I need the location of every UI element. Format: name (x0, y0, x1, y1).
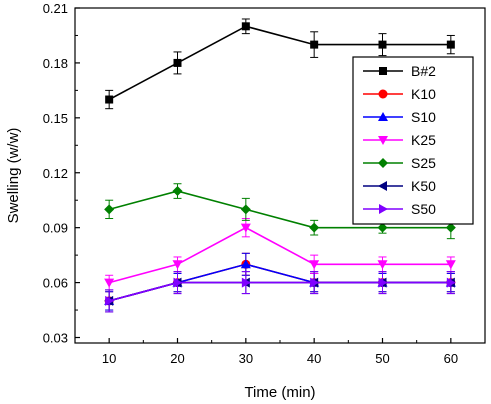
data-point (309, 260, 320, 270)
data-point (309, 222, 320, 233)
data-point (377, 222, 388, 233)
legend-item: K25 (363, 132, 436, 148)
legend-marker (379, 67, 387, 75)
y-tick-label: 0.09 (43, 221, 68, 236)
legend-marker (378, 136, 388, 145)
y-tick-label: 0.18 (43, 56, 68, 71)
data-point (173, 58, 182, 67)
data-point (378, 40, 387, 49)
x-tick-label: 10 (102, 351, 116, 366)
series-s10 (104, 252, 456, 311)
data-point (105, 95, 114, 104)
axes: 10 20 30 40 50 60 0.03 0.06 0.09 0.12 0.15 0.18 0.21 (43, 1, 458, 366)
series-line (108, 226, 451, 284)
data-point (173, 277, 183, 288)
legend-label: K10 (411, 86, 436, 102)
x-tick-label: 40 (307, 351, 321, 366)
y-tick-label: 0.21 (43, 1, 68, 16)
legend-item: S50 (363, 201, 436, 217)
data-point (241, 22, 250, 31)
series-s50 (105, 271, 456, 313)
legend-label: K50 (411, 178, 436, 194)
series-k50 (104, 271, 455, 313)
data-point (377, 260, 388, 270)
series-line (108, 281, 451, 302)
data-point (445, 260, 456, 270)
y-axis-title: Swelling (w/w) (5, 128, 22, 224)
legend-marker (378, 181, 387, 191)
legend-label: S25 (411, 155, 436, 171)
y-tick-label: 0.15 (43, 111, 68, 126)
legend-marker (379, 204, 388, 214)
series-s25 (104, 183, 456, 240)
data-point (446, 277, 456, 288)
data-point (310, 40, 319, 49)
legend-label: K25 (411, 132, 436, 148)
legend-item: K10 (363, 86, 436, 102)
legend-label: S50 (411, 201, 436, 217)
legend: B#2 K10 S10 K25 S25 K50 S50 (352, 56, 474, 225)
y-tick-label: 0.12 (43, 166, 68, 181)
data-point (172, 186, 183, 197)
series-line (108, 25, 451, 101)
x-axis-title: Time (min) (244, 384, 315, 401)
legend-item: B#2 (363, 63, 436, 79)
x-tick-label: 30 (239, 351, 253, 366)
x-tick-label: 20 (170, 351, 184, 366)
legend-marker (378, 89, 388, 99)
legend-marker (378, 158, 388, 168)
data-point (240, 223, 251, 233)
x-tick-label: 50 (375, 351, 389, 366)
series-k25 (104, 218, 456, 291)
y-tick-label: 0.06 (43, 276, 68, 291)
data-point (240, 204, 251, 215)
data-point (445, 222, 456, 233)
legend-item: S25 (363, 155, 436, 171)
data-point (240, 259, 251, 269)
series-line (108, 281, 451, 302)
x-tick-label: 60 (444, 351, 458, 366)
data-point (104, 204, 115, 215)
data-point (310, 277, 320, 288)
legend-marker (378, 112, 388, 121)
data-point (172, 260, 183, 270)
y-tick-label: 0.03 (43, 331, 68, 346)
data-point (241, 277, 251, 288)
plot-area (104, 18, 456, 313)
series-b-2 (105, 18, 455, 110)
data-point (105, 295, 115, 306)
legend-label: B#2 (411, 63, 436, 79)
data-point (378, 277, 388, 288)
series-k10 (104, 252, 456, 311)
data-point (446, 40, 455, 49)
data-point (104, 278, 115, 288)
legend-item: K50 (363, 178, 436, 194)
series-line (108, 190, 451, 229)
legend-label: S10 (411, 109, 436, 125)
legend-item: S10 (363, 109, 436, 125)
